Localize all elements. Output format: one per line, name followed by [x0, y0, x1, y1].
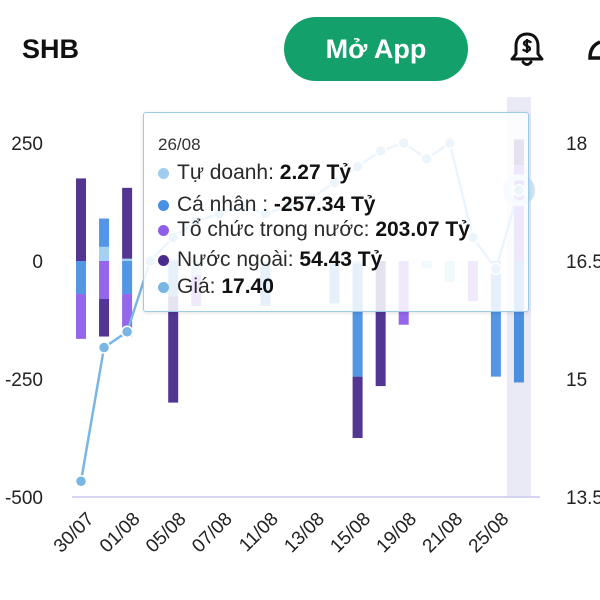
- series-dot: [158, 224, 169, 236]
- bar-nuoc-ngoai: [76, 178, 86, 261]
- tooltip-row-nuoc-ngoai: Nước ngoài: 54.43 Tỷ: [158, 248, 382, 272]
- tooltip-value: 54.43 Tỷ: [299, 248, 383, 271]
- y-tick-label-left: 0: [32, 252, 43, 273]
- bar-to-chuc: [76, 294, 86, 339]
- series-dot: [158, 281, 169, 293]
- tooltip-value: -257.34 Tỷ: [273, 193, 376, 216]
- bar-to-chuc: [122, 294, 133, 337]
- tooltip-label: Tổ chức trong nước:: [177, 218, 370, 241]
- bar-ca-nhan: [352, 263, 363, 377]
- x-tick-label: 21/08: [419, 509, 467, 557]
- bar-to-chuc: [99, 261, 110, 299]
- tooltip-value: 203.07 Tỷ: [375, 218, 470, 241]
- tooltip-row-gia: Giá: 17.40: [158, 275, 274, 299]
- tooltip-row-ca-nhan: Cá nhân : -257.34 Tỷ: [158, 193, 376, 217]
- partial-icon[interactable]: [588, 36, 600, 66]
- bell-dollar-icon[interactable]: [509, 30, 545, 68]
- x-tick-label: 07/08: [188, 509, 236, 557]
- tooltip-label: Tự doanh:: [177, 161, 274, 184]
- series-dot: [158, 167, 169, 179]
- tooltip-row-tu-doanh: Tự doanh: 2.27 Tỷ: [158, 161, 351, 185]
- tooltip-value: 17.40: [221, 275, 274, 298]
- x-tick-label: 19/08: [373, 509, 421, 557]
- x-tick-label: 11/08: [235, 509, 282, 556]
- bar-nuoc-ngoai: [168, 296, 179, 403]
- bar-nuoc-ngoai: [122, 187, 133, 259]
- y-tick-label-left: 250: [11, 134, 43, 155]
- price-point: [74, 475, 88, 488]
- tooltip-row-to-chuc: Tổ chức trong nước: 203.07 Tỷ: [158, 218, 470, 242]
- x-tick-label: 15/08: [326, 509, 374, 557]
- app-header: SHB Mở App: [0, 0, 600, 96]
- x-tick-label: 30/07: [50, 509, 98, 557]
- tooltip-label: Nước ngoài:: [177, 248, 294, 271]
- x-tick-label: 13/08: [280, 509, 328, 557]
- tooltip-label: Cá nhân :: [177, 193, 269, 216]
- ticker-symbol: SHB: [22, 34, 80, 64]
- bar-ca-nhan: [513, 261, 524, 383]
- y-tick-label-right: 18: [566, 134, 587, 155]
- tooltip-label: Giá:: [177, 275, 216, 298]
- bar-ca-nhan: [99, 218, 110, 247]
- price-point: [97, 341, 111, 354]
- y-tick-label-right: 13.5: [566, 488, 600, 509]
- y-tick-label-left: -500: [5, 488, 43, 509]
- x-tick-label: 01/08: [96, 509, 144, 557]
- bar-ca-nhan: [76, 261, 86, 295]
- chart-tooltip: 26/08 Tự doanh: 2.27 Tỷ Cá nhân : -257.3…: [143, 112, 529, 312]
- bar-ca-nhan: [490, 261, 501, 377]
- bar-nuoc-ngoai: [99, 298, 110, 337]
- series-dot: [158, 199, 169, 211]
- x-tick-label: 05/08: [142, 509, 190, 557]
- tooltip-date: 26/08: [158, 135, 201, 154]
- bar-tu-doanh: [99, 246, 110, 261]
- x-tick-label: 25/08: [465, 509, 513, 557]
- price-point: [120, 325, 134, 339]
- y-tick-label-right: 16.5: [566, 252, 600, 273]
- bar-nuoc-ngoai: [375, 261, 386, 387]
- open-app-button[interactable]: Mở App: [284, 17, 468, 81]
- bar-nuoc-ngoai: [352, 376, 363, 438]
- y-tick-label-left: -250: [5, 370, 43, 391]
- series-dot: [158, 254, 169, 266]
- tooltip-value: 2.27 Tỷ: [279, 161, 352, 184]
- y-tick-label-right: 15: [566, 370, 587, 391]
- bar-ca-nhan: [122, 261, 133, 295]
- bar-tu-doanh: [122, 258, 133, 261]
